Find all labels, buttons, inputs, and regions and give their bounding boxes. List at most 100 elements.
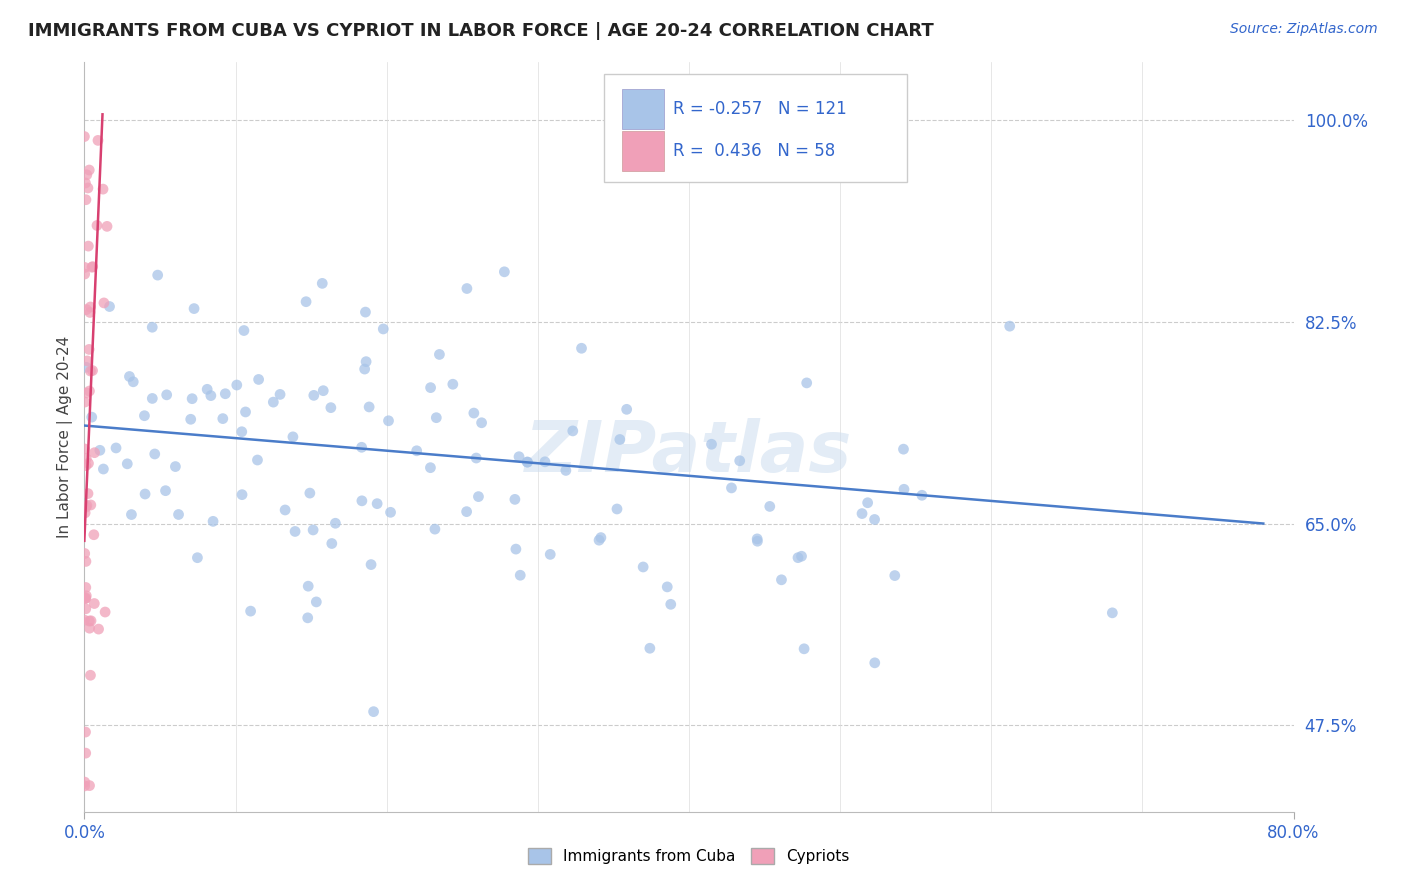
Point <box>225 378 247 392</box>
Point <box>467 490 489 504</box>
Point <box>117 457 139 471</box>
Point <box>76 386 98 401</box>
Y-axis label: In Labor Force | Age 20-24: In Labor Force | Age 20-24 <box>58 336 73 538</box>
Point <box>425 410 447 425</box>
Point <box>465 450 488 465</box>
Point <box>73 395 96 409</box>
Point <box>262 395 284 409</box>
Text: R =  0.436   N = 58: R = 0.436 N = 58 <box>673 142 835 160</box>
Point <box>73 267 96 281</box>
Point <box>143 447 166 461</box>
Point <box>73 775 96 789</box>
Point <box>87 622 110 636</box>
Point <box>851 507 873 521</box>
Point <box>360 558 382 572</box>
FancyBboxPatch shape <box>623 88 664 129</box>
Point <box>747 532 769 546</box>
Point <box>657 580 679 594</box>
Point <box>82 363 104 377</box>
Point <box>211 411 233 425</box>
Point <box>911 488 934 502</box>
Point <box>863 656 886 670</box>
Point <box>120 508 142 522</box>
Text: IMMIGRANTS FROM CUBA VS CYPRIOT IN LABOR FORCE | AGE 20-24 CORRELATION CHART: IMMIGRANTS FROM CUBA VS CYPRIOT IN LABOR… <box>28 22 934 40</box>
Point <box>720 481 742 495</box>
Point <box>747 534 769 549</box>
Point <box>246 453 269 467</box>
Point <box>94 605 117 619</box>
Point <box>588 533 610 548</box>
Point <box>790 549 813 564</box>
Point <box>463 406 485 420</box>
Point <box>79 364 101 378</box>
Point <box>505 542 527 557</box>
Point <box>118 369 141 384</box>
Point <box>494 265 516 279</box>
Point <box>75 591 97 606</box>
Point <box>75 360 97 375</box>
Point <box>75 193 97 207</box>
Text: ZIPatlas: ZIPatlas <box>526 417 852 486</box>
Point <box>284 524 307 539</box>
Point <box>456 281 478 295</box>
Point <box>423 522 446 536</box>
Point <box>363 705 385 719</box>
Point <box>83 445 105 459</box>
Point <box>195 382 218 396</box>
Point <box>82 260 104 274</box>
Point <box>91 182 114 196</box>
Point <box>79 384 101 398</box>
Point <box>538 547 561 561</box>
Point <box>638 641 661 656</box>
Point <box>180 412 202 426</box>
Point <box>350 440 373 454</box>
Point <box>155 483 177 498</box>
Point <box>75 746 97 760</box>
Point <box>231 488 253 502</box>
Point <box>73 260 96 275</box>
Point <box>366 497 388 511</box>
Point <box>893 483 915 497</box>
Point <box>659 597 682 611</box>
FancyBboxPatch shape <box>605 74 907 182</box>
Point <box>96 219 118 234</box>
Point <box>793 641 815 656</box>
Point <box>80 410 103 425</box>
Point <box>321 536 343 550</box>
Point <box>75 458 97 473</box>
Point <box>508 450 530 464</box>
Point <box>83 527 105 541</box>
Point <box>75 176 97 190</box>
Point <box>728 454 751 468</box>
Point <box>80 260 103 275</box>
Point <box>377 414 399 428</box>
Point <box>471 416 494 430</box>
Point <box>350 493 373 508</box>
Point <box>93 462 115 476</box>
Point <box>73 129 96 144</box>
Point <box>79 668 101 682</box>
Point <box>200 389 222 403</box>
Point <box>75 602 97 616</box>
Point <box>122 375 145 389</box>
Point <box>75 725 97 739</box>
Point <box>141 392 163 406</box>
Point <box>405 443 427 458</box>
Point <box>73 591 96 606</box>
Point <box>231 425 253 439</box>
Point <box>73 442 96 456</box>
Point <box>186 550 208 565</box>
Point <box>516 455 538 469</box>
Point <box>181 392 204 406</box>
Point <box>76 354 98 368</box>
Point <box>305 595 328 609</box>
Point <box>534 455 557 469</box>
Point <box>319 401 342 415</box>
Point <box>274 503 297 517</box>
Point <box>354 305 377 319</box>
Point <box>79 779 101 793</box>
Point <box>796 376 818 390</box>
Point <box>239 604 262 618</box>
Point <box>75 500 97 515</box>
Point <box>589 531 612 545</box>
